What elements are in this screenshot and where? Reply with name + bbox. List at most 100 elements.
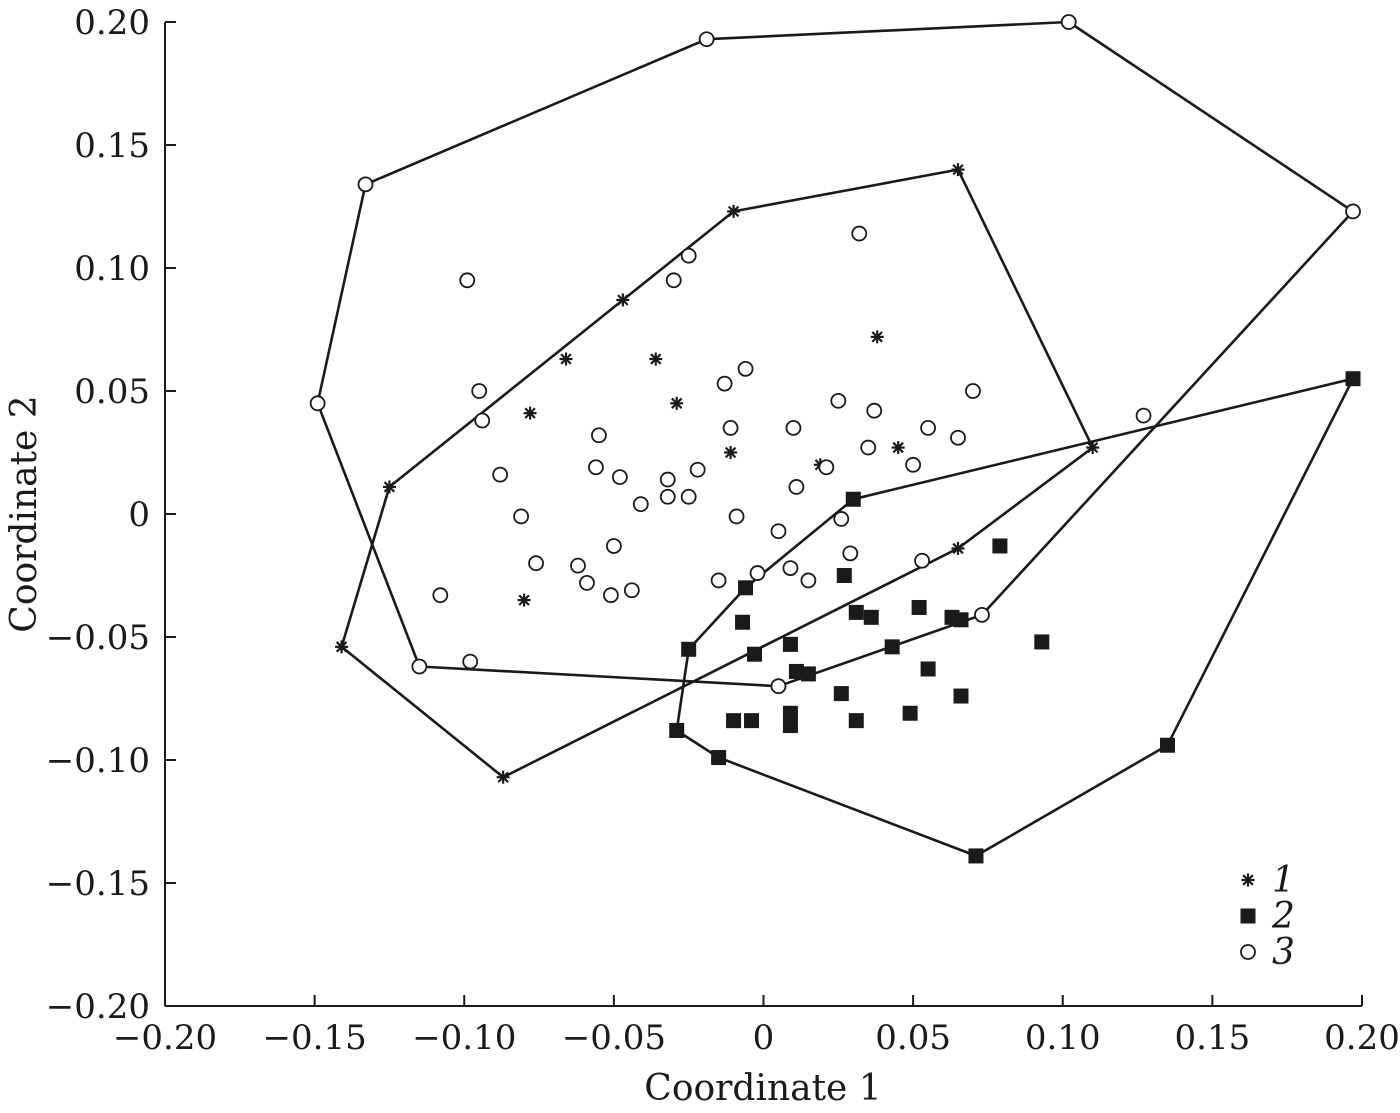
- point-group-3: [492, 466, 509, 483]
- point-group-1: [649, 352, 663, 366]
- legend-label-1: 1: [1272, 860, 1295, 901]
- point-group-3: [965, 383, 981, 399]
- point-group-3: [770, 523, 787, 540]
- point-group-3: [665, 272, 682, 289]
- point-group-3: [914, 552, 931, 569]
- point-group-3: [309, 395, 326, 412]
- point-group-3: [588, 459, 604, 476]
- x-tick-label: 0.15: [1175, 1018, 1251, 1058]
- point-group-3: [471, 383, 488, 399]
- point-group-3: [357, 176, 374, 193]
- x-tick-label: 0: [753, 1018, 775, 1058]
- point-group-2: [669, 722, 685, 738]
- axes-layer: [164, 22, 1362, 1007]
- legend-marker-3: [1240, 944, 1256, 960]
- point-group-3: [459, 272, 476, 289]
- y-tick-label: 0.10: [74, 249, 150, 289]
- x-axis-title: Coordinate 1: [644, 1068, 881, 1109]
- hulls-layer: [316, 20, 1355, 858]
- point-group-3: [722, 419, 739, 436]
- point-group-2: [992, 538, 1008, 554]
- point-group-2: [911, 599, 927, 615]
- point-group-3: [737, 360, 754, 377]
- point-group-3: [830, 392, 847, 409]
- point-group-2: [726, 713, 742, 729]
- point-group-1: [951, 163, 965, 177]
- point-group-2: [681, 641, 697, 657]
- y-tick-label: −0.10: [46, 741, 150, 781]
- point-group-3: [611, 469, 628, 486]
- y-tick-label: 0.15: [74, 126, 150, 166]
- y-tick-label: −0.05: [46, 618, 150, 658]
- point-group-2: [738, 580, 754, 596]
- legend-marker-2: [1240, 908, 1256, 924]
- point-group-3: [716, 375, 733, 392]
- point-group-2: [800, 666, 816, 682]
- point-group-3: [860, 439, 877, 456]
- point-group-3: [770, 678, 787, 695]
- point-group-2: [782, 718, 798, 734]
- point-group-1: [951, 541, 965, 555]
- point-group-1: [517, 593, 531, 607]
- point-group-2: [711, 750, 727, 766]
- x-tick-label: −0.10: [412, 1018, 516, 1058]
- point-group-1: [523, 406, 537, 420]
- point-group-3: [785, 419, 802, 436]
- point-group-3: [728, 508, 745, 525]
- point-group-1: [670, 396, 684, 410]
- point-group-1: [724, 446, 738, 459]
- point-group-2: [782, 705, 798, 721]
- point-group-3: [1060, 14, 1077, 30]
- point-group-3: [605, 538, 622, 554]
- point-group-3: [411, 658, 428, 675]
- y-axis-title: Coordinate 2: [4, 395, 45, 632]
- point-group-2: [953, 688, 969, 704]
- y-ticks: 0.20 0.15 0.10 0.05 0 −0.05 −0.10 −0.15 −0.20: [46, 3, 176, 1027]
- point-group-3: [680, 488, 697, 505]
- point-group-3: [788, 479, 805, 495]
- point-group-1: [727, 204, 741, 218]
- point-group-3: [579, 574, 595, 591]
- point-group-2: [884, 639, 900, 655]
- point-group-2: [833, 686, 849, 702]
- point-group-2: [788, 663, 804, 679]
- point-group-2: [920, 661, 936, 677]
- x-tick-label: −0.15: [263, 1018, 367, 1058]
- y-tick-label: 0.20: [74, 3, 150, 43]
- point-group-1: [335, 640, 349, 654]
- point-group-3: [680, 247, 697, 264]
- hull-group-1: [340, 168, 1094, 779]
- x-tick-label: 0.20: [1324, 1018, 1400, 1058]
- point-group-2: [848, 604, 864, 620]
- point-group-3: [905, 456, 922, 473]
- point-group-3: [749, 565, 766, 581]
- point-group-3: [462, 653, 479, 670]
- point-group-3: [920, 419, 936, 436]
- point-group-2: [836, 568, 852, 583]
- point-group-1: [496, 770, 510, 784]
- x-tick-label: 0.10: [1025, 1018, 1101, 1058]
- point-group-3: [866, 402, 883, 419]
- point-group-3: [570, 557, 586, 574]
- x-tick-label: 0.05: [875, 1018, 951, 1058]
- point-group-2: [782, 636, 798, 652]
- point-group-2: [953, 612, 969, 628]
- point-group-3: [818, 459, 835, 476]
- point-group-3: [950, 429, 966, 446]
- point-group-2: [848, 713, 864, 729]
- x-ticks: −0.20 −0.15 −0.10 −0.05 0 0.05 0.10 0.15 0.20: [113, 995, 1400, 1058]
- point-group-3: [782, 560, 799, 577]
- y-tick-label: −0.20: [46, 987, 150, 1027]
- point-group-3: [698, 31, 715, 48]
- point-group-3: [833, 511, 850, 527]
- point-group-1: [891, 441, 905, 455]
- x-tick-label: −0.20: [113, 1018, 217, 1058]
- point-group-3: [432, 587, 449, 604]
- point-group-3: [632, 496, 649, 513]
- hull-group-2: [675, 377, 1355, 858]
- point-group-3: [710, 572, 727, 589]
- point-group-1: [382, 480, 396, 494]
- point-group-3: [659, 488, 676, 505]
- point-group-1: [559, 352, 573, 366]
